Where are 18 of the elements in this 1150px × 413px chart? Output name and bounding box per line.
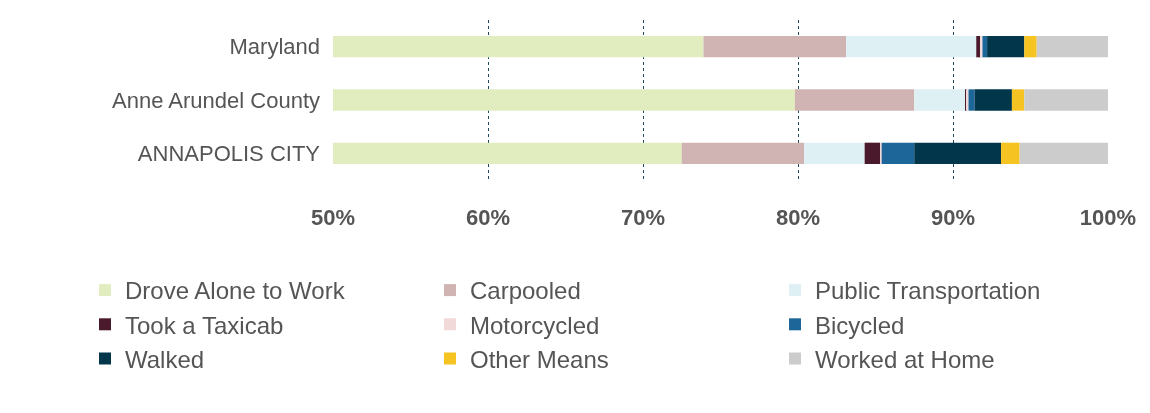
x-tick-label: 90% <box>930 205 976 230</box>
y-tick-label: ANNAPOLIS CITY <box>137 141 321 167</box>
legend-label: Worked at Home <box>815 345 995 373</box>
legend-label: Took a Taxicab <box>125 311 284 339</box>
x-tick-label: 50% <box>310 205 356 230</box>
legend-label: Drove Alone to Work <box>125 277 346 305</box>
legend-label: Other Means <box>470 345 609 373</box>
x-tick-label: 100% <box>1079 205 1137 230</box>
legend-label: Walked <box>125 345 205 373</box>
legend-label: Bicycled <box>815 311 905 339</box>
x-tick-label: 70% <box>620 205 666 230</box>
x-tick-label: 60% <box>465 205 511 230</box>
legend-label: Public Transportation <box>815 277 1041 305</box>
x-tick-label: 80% <box>775 205 821 230</box>
legend-label: Carpooled <box>470 277 581 305</box>
y-tick-label: Maryland <box>229 34 320 60</box>
y-tick-label: Anne Arundel County <box>112 87 320 113</box>
legend-label: Motorcycled <box>470 311 600 339</box>
